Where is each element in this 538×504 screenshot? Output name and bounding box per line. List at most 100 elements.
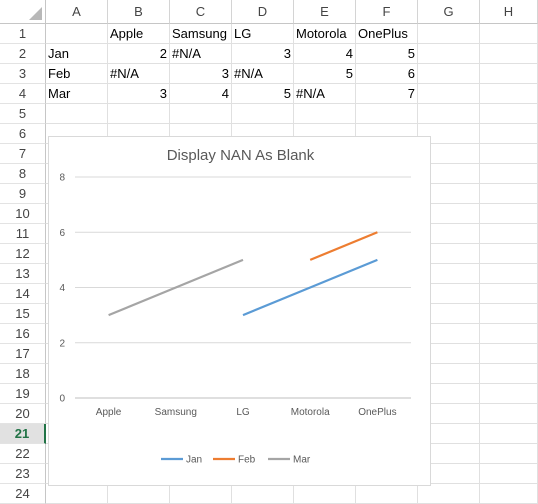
row-header-6[interactable]: 6	[0, 124, 46, 144]
cell-g24[interactable]	[418, 484, 480, 504]
cell-h24[interactable]	[480, 484, 538, 504]
cell-h12[interactable]	[480, 244, 538, 264]
cell-h21[interactable]	[480, 424, 538, 444]
cell-g21[interactable]	[418, 424, 480, 444]
data-cell-f2[interactable]: 5	[356, 44, 418, 64]
column-header-e[interactable]: E	[294, 0, 356, 24]
column-header-a[interactable]: A	[46, 0, 108, 24]
cell-h18[interactable]	[480, 364, 538, 384]
cell-a5[interactable]	[46, 104, 108, 124]
cell-c24[interactable]	[170, 484, 232, 504]
cell-h9[interactable]	[480, 184, 538, 204]
data-cell-e2[interactable]: 4	[294, 44, 356, 64]
row-header-24[interactable]: 24	[0, 484, 46, 504]
row-header-20[interactable]: 20	[0, 404, 46, 424]
cell-g10[interactable]	[418, 204, 480, 224]
cell-g14[interactable]	[418, 284, 480, 304]
column-header-h[interactable]: H	[480, 0, 538, 24]
row-header-23[interactable]: 23	[0, 464, 46, 484]
cell-g19[interactable]	[418, 384, 480, 404]
cell-f24[interactable]	[356, 484, 418, 504]
cell-a1[interactable]	[46, 24, 108, 44]
cell-e5[interactable]	[294, 104, 356, 124]
cell-b24[interactable]	[108, 484, 170, 504]
cell-g11[interactable]	[418, 224, 480, 244]
data-cell-c3[interactable]: 3	[170, 64, 232, 84]
cell-g2[interactable]	[418, 44, 480, 64]
data-cell-a2[interactable]: Jan	[46, 44, 108, 64]
cell-h5[interactable]	[480, 104, 538, 124]
row-header-10[interactable]: 10	[0, 204, 46, 224]
cell-h13[interactable]	[480, 264, 538, 284]
data-cell-e4[interactable]: #N/A	[294, 84, 356, 104]
cell-h7[interactable]	[480, 144, 538, 164]
row-header-9[interactable]: 9	[0, 184, 46, 204]
cell-h11[interactable]	[480, 224, 538, 244]
data-cell-d3[interactable]: #N/A	[232, 64, 294, 84]
cell-e24[interactable]	[294, 484, 356, 504]
data-cell-c4[interactable]: 4	[170, 84, 232, 104]
line-chart[interactable]: Display NAN As Blank 0 2 4 6 8 Apple Samsung LG M…	[48, 136, 431, 486]
data-cell-e3[interactable]: 5	[294, 64, 356, 84]
cell-d5[interactable]	[232, 104, 294, 124]
cell-h23[interactable]	[480, 464, 538, 484]
data-cell-b3[interactable]: #N/A	[108, 64, 170, 84]
data-cell-f4[interactable]: 7	[356, 84, 418, 104]
row-header-4[interactable]: 4	[0, 84, 46, 104]
cell-g1[interactable]	[418, 24, 480, 44]
cell-c5[interactable]	[170, 104, 232, 124]
cell-h6[interactable]	[480, 124, 538, 144]
row-header-17[interactable]: 17	[0, 344, 46, 364]
cell-h3[interactable]	[480, 64, 538, 84]
row-header-2[interactable]: 2	[0, 44, 46, 64]
cell-g5[interactable]	[418, 104, 480, 124]
cell-h15[interactable]	[480, 304, 538, 324]
cell-h22[interactable]	[480, 444, 538, 464]
cell-g7[interactable]	[418, 144, 480, 164]
row-header-13[interactable]: 13	[0, 264, 46, 284]
row-header-19[interactable]: 19	[0, 384, 46, 404]
cell-g15[interactable]	[418, 304, 480, 324]
cell-a24[interactable]	[46, 484, 108, 504]
data-cell-b4[interactable]: 3	[108, 84, 170, 104]
column-header-b[interactable]: B	[108, 0, 170, 24]
cell-g18[interactable]	[418, 364, 480, 384]
cell-g3[interactable]	[418, 64, 480, 84]
cell-g23[interactable]	[418, 464, 480, 484]
cell-h14[interactable]	[480, 284, 538, 304]
row-header-12[interactable]: 12	[0, 244, 46, 264]
column-header-f[interactable]: F	[356, 0, 418, 24]
cell-h16[interactable]	[480, 324, 538, 344]
row-header-21[interactable]: 21	[0, 424, 46, 444]
cell-g20[interactable]	[418, 404, 480, 424]
row-header-1[interactable]: 1	[0, 24, 46, 44]
cell-g12[interactable]	[418, 244, 480, 264]
data-cell-d2[interactable]: 3	[232, 44, 294, 64]
cell-g16[interactable]	[418, 324, 480, 344]
data-cell-f3[interactable]: 6	[356, 64, 418, 84]
row-header-3[interactable]: 3	[0, 64, 46, 84]
column-header-d[interactable]: D	[232, 0, 294, 24]
cell-b5[interactable]	[108, 104, 170, 124]
cell-g17[interactable]	[418, 344, 480, 364]
cell-d24[interactable]	[232, 484, 294, 504]
header-cell-b1[interactable]: Apple	[108, 24, 170, 44]
cell-g22[interactable]	[418, 444, 480, 464]
row-header-11[interactable]: 11	[0, 224, 46, 244]
row-header-5[interactable]: 5	[0, 104, 46, 124]
data-cell-a4[interactable]: Mar	[46, 84, 108, 104]
column-header-g[interactable]: G	[418, 0, 480, 24]
row-header-7[interactable]: 7	[0, 144, 46, 164]
cell-h4[interactable]	[480, 84, 538, 104]
cell-h2[interactable]	[480, 44, 538, 64]
column-header-c[interactable]: C	[170, 0, 232, 24]
row-header-8[interactable]: 8	[0, 164, 46, 184]
header-cell-d1[interactable]: LG	[232, 24, 294, 44]
select-all-button[interactable]	[0, 0, 46, 24]
row-header-22[interactable]: 22	[0, 444, 46, 464]
row-header-18[interactable]: 18	[0, 364, 46, 384]
cell-h17[interactable]	[480, 344, 538, 364]
cell-h1[interactable]	[480, 24, 538, 44]
cell-g4[interactable]	[418, 84, 480, 104]
cell-h8[interactable]	[480, 164, 538, 184]
